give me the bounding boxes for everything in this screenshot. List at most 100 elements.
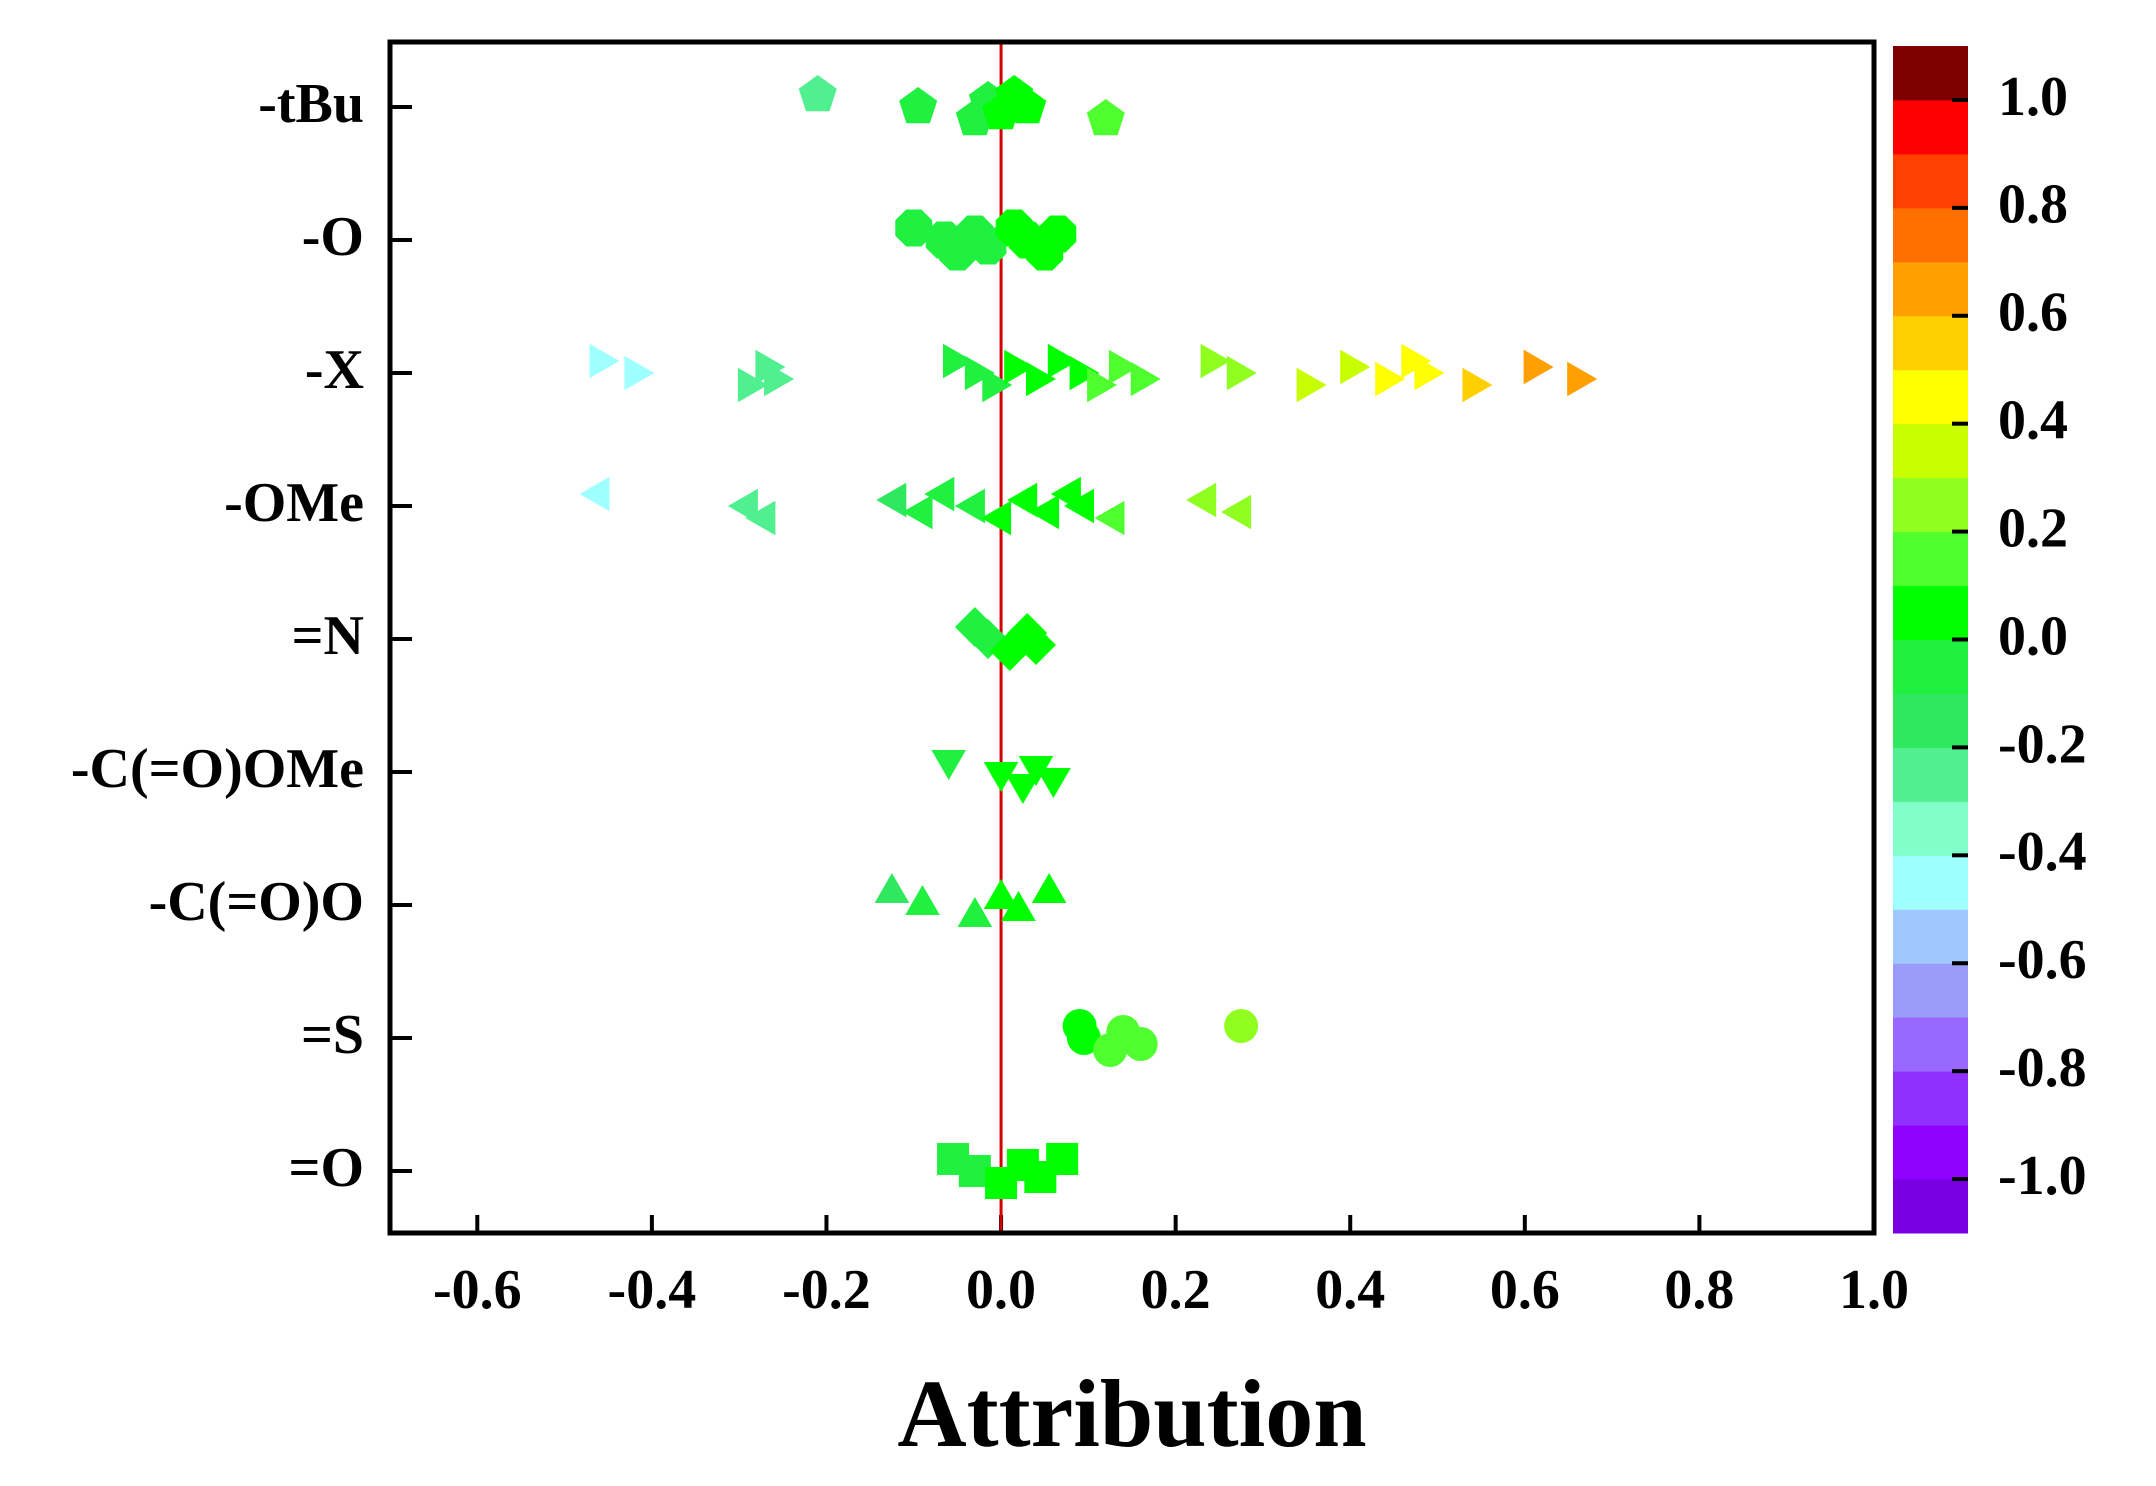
point	[1031, 873, 1067, 903]
point	[1108, 349, 1139, 385]
point	[1001, 891, 1036, 921]
point	[1340, 349, 1371, 385]
point	[1026, 361, 1056, 397]
point	[1567, 361, 1598, 397]
colorbar-band	[1893, 477, 1968, 533]
x-tick-label: -0.2	[782, 1259, 871, 1321]
x-tick-label: 0.4	[1315, 1259, 1385, 1321]
point	[1036, 768, 1071, 798]
point	[924, 476, 955, 512]
colorbar-band	[1893, 369, 1968, 425]
point	[943, 343, 973, 379]
point	[957, 897, 993, 927]
point	[954, 488, 985, 524]
y-tick-label: -OMe	[224, 472, 364, 534]
point	[983, 762, 1019, 792]
colorbar-band	[1893, 639, 1968, 694]
point	[964, 355, 995, 391]
colorbar-band	[1893, 99, 1968, 155]
x-tick-label: 0.6	[1490, 1259, 1560, 1321]
point	[1039, 215, 1077, 253]
point	[1226, 355, 1257, 391]
point	[905, 885, 940, 915]
point	[902, 494, 933, 530]
x-tick-label: 0.8	[1664, 1259, 1734, 1321]
point	[1523, 349, 1554, 385]
x-axis-label: Attribution	[897, 1360, 1366, 1467]
point	[1086, 99, 1125, 136]
y-tick-label: -O	[302, 206, 364, 268]
y-tick-label: =O	[289, 1137, 364, 1199]
point	[1018, 756, 1054, 786]
point	[589, 343, 620, 379]
point	[1224, 1009, 1259, 1043]
point	[1066, 1021, 1101, 1055]
point	[798, 75, 837, 112]
colorbar-tick-label: -1.0	[1998, 1145, 2087, 1207]
colorbar-band	[1893, 261, 1968, 317]
colorbar-band	[1893, 1125, 1968, 1180]
point	[1029, 494, 1060, 530]
point	[983, 879, 1019, 909]
colorbar-band	[1893, 207, 1968, 263]
colorbar-band	[1893, 747, 1968, 802]
point	[1123, 1027, 1158, 1061]
y-tick-label: -tBu	[258, 73, 364, 135]
point	[982, 367, 1013, 403]
plot-frame	[387, 39, 1877, 1236]
point	[1004, 349, 1035, 385]
colorbar-tick-label: 0.0	[1998, 605, 2068, 667]
x-tick-label: 1.0	[1839, 1259, 1909, 1321]
x-tick-label: -0.4	[608, 1259, 697, 1321]
colorbar-tick-label: 0.2	[1998, 497, 2068, 559]
point	[1069, 355, 1100, 391]
point	[764, 361, 795, 397]
point	[1462, 367, 1493, 403]
colorbar-band	[1893, 423, 1968, 479]
point	[989, 631, 1030, 671]
point	[1414, 355, 1445, 391]
point	[1375, 361, 1406, 397]
point	[1047, 343, 1078, 379]
y-tick-label: =N	[292, 605, 364, 667]
colorbar-band	[1893, 1071, 1968, 1126]
point	[981, 500, 1012, 536]
colorbar-band	[1893, 315, 1968, 371]
point	[1221, 494, 1252, 530]
point	[1296, 367, 1327, 403]
colorbar-tick-label: -0.2	[1998, 713, 2087, 775]
point	[1007, 482, 1038, 518]
point	[579, 476, 610, 512]
point	[745, 500, 776, 536]
colorbar-tick-label: 1.0	[1998, 66, 2068, 128]
point	[727, 488, 758, 524]
colorbar-tick-label: -0.4	[1998, 821, 2087, 883]
point	[899, 87, 938, 124]
colorbar-band	[1893, 531, 1968, 587]
colorbar-band	[1893, 855, 1968, 910]
colorbar-tick-label: 0.8	[1998, 174, 2068, 236]
y-tick-label: -C(=O)OMe	[71, 738, 364, 800]
point	[931, 750, 966, 780]
point	[737, 367, 768, 403]
colorbar-band	[1893, 585, 1968, 640]
x-tick-label: -0.6	[433, 1259, 522, 1321]
x-tick-label: 0.2	[1141, 1259, 1211, 1321]
colorbar-band	[1893, 153, 1968, 209]
colorbar-band	[1893, 909, 1968, 964]
point	[1005, 774, 1041, 804]
colorbar-tick-label: 0.4	[1998, 390, 2068, 452]
colorbar-tick-label: 0.6	[1998, 282, 2068, 344]
point	[1087, 367, 1118, 403]
colorbar-band	[1893, 693, 1968, 748]
point	[1008, 87, 1047, 124]
colorbar-band	[1893, 1179, 1968, 1234]
colorbar-tick-label: -0.8	[1998, 1037, 2087, 1099]
colorbar-band	[1893, 1017, 1968, 1072]
x-tick-label: 0.0	[966, 1259, 1036, 1321]
point	[874, 873, 910, 903]
point	[1064, 488, 1094, 524]
colorbar-tick-label: -0.6	[1998, 929, 2087, 991]
